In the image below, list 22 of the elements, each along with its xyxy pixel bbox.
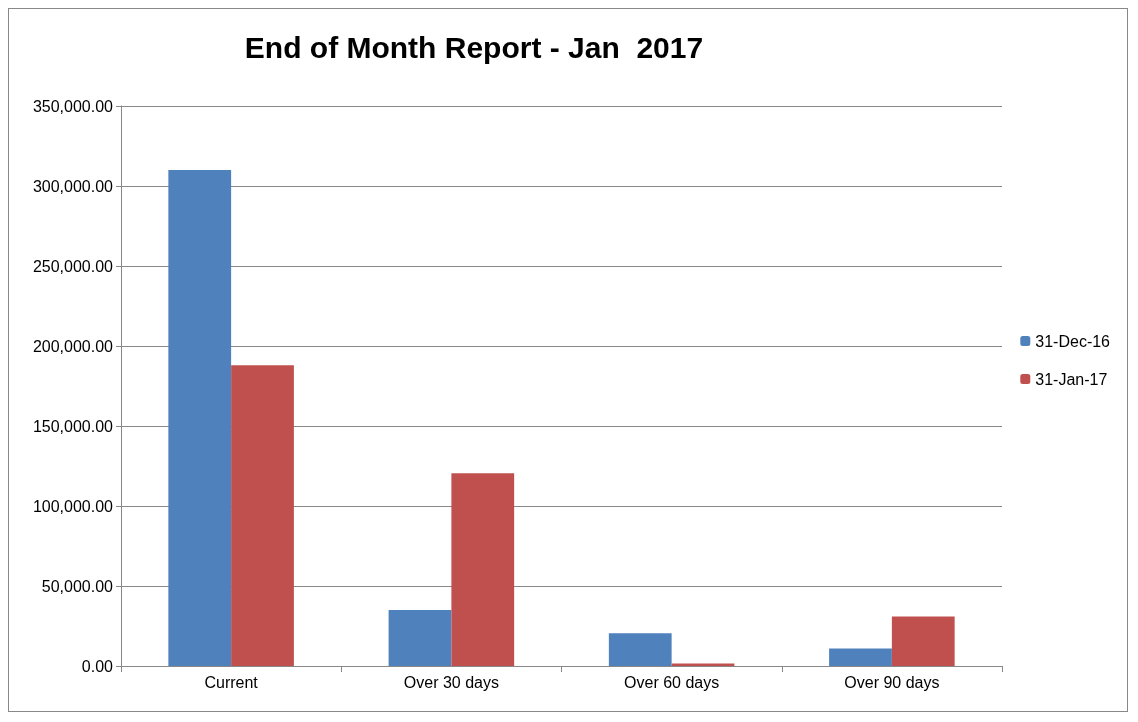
bar	[231, 365, 294, 666]
legend-label: 31-Dec-16	[1035, 332, 1111, 350]
bar	[168, 170, 232, 666]
y-tick-label: 250,000.00	[32, 257, 114, 275]
y-tick-label: 50,000.00	[41, 577, 114, 595]
x-tick-label: Over 90 days	[844, 673, 940, 691]
chart-title: End of Month Report - Jan 2017	[244, 30, 704, 64]
bar	[451, 473, 515, 666]
bar	[608, 633, 672, 666]
bar	[891, 616, 955, 666]
x-tick-label: Over 30 days	[403, 673, 499, 691]
bar	[829, 648, 892, 666]
x-tick-label: Current	[204, 673, 259, 691]
y-tick-label: 300,000.00	[32, 177, 114, 195]
y-tick-label: 150,000.00	[32, 417, 114, 435]
y-tick-label: 350,000.00	[32, 97, 114, 115]
legend-label: 31-Jan-17	[1035, 370, 1108, 388]
x-tick-label: Over 60 days	[624, 673, 720, 691]
bar	[388, 610, 452, 666]
y-tick-label: 0.00	[81, 657, 114, 675]
y-tick-label: 200,000.00	[32, 337, 114, 355]
y-tick-label: 100,000.00	[32, 497, 114, 515]
